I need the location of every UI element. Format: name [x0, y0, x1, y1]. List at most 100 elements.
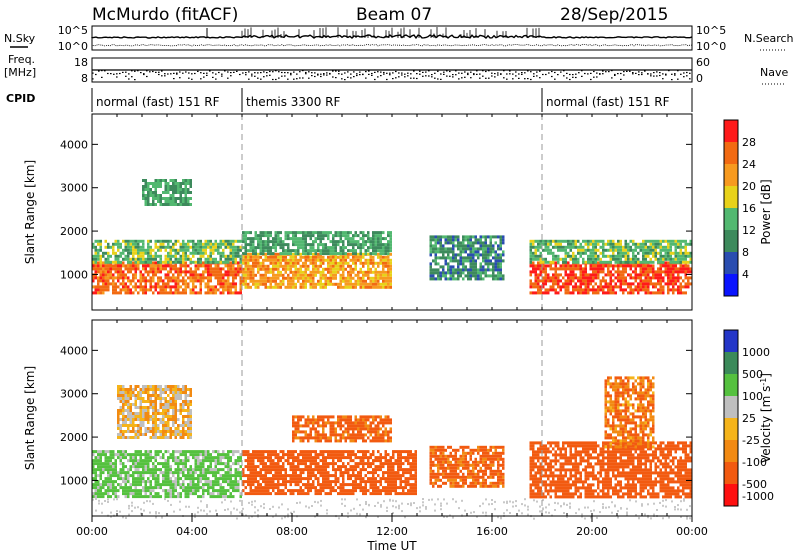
- velocity-cell: [164, 424, 167, 427]
- velocity-cell: [137, 480, 140, 484]
- power-cell: [467, 271, 470, 275]
- freq-point: [392, 72, 394, 74]
- power-cell: [192, 245, 195, 249]
- velocity-cell: [152, 403, 155, 406]
- velocity-cell: [142, 388, 145, 391]
- power-cell: [439, 271, 442, 275]
- power-cell: [204, 282, 207, 286]
- power-cell: [442, 274, 445, 278]
- power-cell: [229, 248, 232, 252]
- power-cell: [637, 285, 640, 289]
- power-cell: [339, 237, 342, 241]
- velocity-cell: [129, 385, 132, 388]
- power-cell: [282, 243, 285, 247]
- velocity-cell: [139, 409, 142, 412]
- power-cell: [462, 244, 465, 248]
- velocity-cell: [202, 471, 205, 475]
- power-cell: [132, 285, 135, 289]
- power-cell: [584, 264, 587, 268]
- power-cell: [194, 264, 197, 268]
- velocity-cell: [134, 415, 137, 418]
- power-cell: [257, 282, 260, 286]
- power-cell: [207, 239, 210, 243]
- power-cell: [304, 231, 307, 235]
- power-cell: [149, 191, 152, 194]
- power-cell: [627, 245, 630, 249]
- power-cell: [677, 242, 680, 246]
- power-cell: [467, 241, 470, 245]
- power-cell: [374, 252, 377, 256]
- velocity-cell: [247, 465, 250, 469]
- power-cell: [297, 279, 300, 283]
- power-cell: [172, 203, 175, 206]
- power-cell: [457, 253, 460, 257]
- power-cell: [99, 264, 102, 268]
- power-cell: [552, 251, 555, 255]
- velocity-cell: [122, 421, 125, 424]
- power-cell: [224, 245, 227, 249]
- power-cell: [304, 279, 307, 283]
- power-cell: [372, 249, 375, 253]
- velocity-cell: [182, 385, 185, 388]
- power-cell: [254, 279, 257, 283]
- freq-point: [464, 71, 466, 73]
- n-search-trace: [91, 44, 693, 47]
- velocity-cell: [192, 477, 195, 481]
- velocity-cell: [117, 427, 120, 430]
- power-cell: [282, 252, 285, 256]
- power-cell: [434, 277, 437, 281]
- power-cell: [92, 254, 95, 258]
- power-cell: [277, 282, 280, 286]
- power-cell: [434, 271, 437, 275]
- nave-point: [125, 75, 127, 77]
- velocity-cell: [234, 474, 237, 478]
- power-cell: [292, 273, 295, 277]
- velocity-cell: [187, 477, 190, 481]
- power-cell: [449, 238, 452, 242]
- power-cell: [124, 239, 127, 243]
- power-cell: [144, 260, 147, 264]
- power-cell: [337, 270, 340, 274]
- power-cell: [389, 279, 392, 283]
- power-cell: [122, 285, 125, 289]
- power-cell: [382, 285, 385, 289]
- velocity-cell: [182, 436, 185, 439]
- velocity-cell: [224, 477, 227, 481]
- power-cell: [644, 282, 647, 286]
- freq-label-line1: Freq.: [8, 53, 35, 66]
- power-cell: [689, 282, 692, 286]
- power-cell: [142, 197, 145, 200]
- power-cell: [584, 267, 587, 271]
- power-cell: [162, 260, 165, 264]
- power-cell: [307, 267, 310, 271]
- freq-point: [602, 70, 604, 72]
- nave-point: [248, 78, 250, 80]
- power-cell: [612, 257, 615, 261]
- power-cell: [484, 235, 487, 239]
- power-cell: [569, 273, 572, 277]
- power-cell: [564, 285, 567, 289]
- power-cell: [314, 285, 317, 289]
- power-cell: [537, 257, 540, 261]
- power-cell: [274, 282, 277, 286]
- power-cell: [204, 270, 207, 274]
- power-cell: [654, 270, 657, 274]
- velocity-cell: [142, 385, 145, 388]
- velocity-cell: [134, 471, 137, 475]
- power-cell: [604, 248, 607, 252]
- velocity-cell: [137, 495, 140, 499]
- velocity-cell: [134, 397, 137, 400]
- power-cell: [127, 248, 130, 252]
- power-cell: [622, 279, 625, 283]
- power-cell: [592, 285, 595, 289]
- power-cell: [569, 291, 572, 295]
- velocity-cell: [144, 430, 147, 433]
- velocity-cell: [152, 462, 155, 466]
- velocity-cell: [109, 471, 112, 475]
- power-cell: [144, 267, 147, 271]
- velocity-cell: [139, 430, 142, 433]
- power-cell: [667, 264, 670, 268]
- velocity-cell: [209, 471, 212, 475]
- power-cell: [344, 246, 347, 250]
- power-cell: [374, 240, 377, 244]
